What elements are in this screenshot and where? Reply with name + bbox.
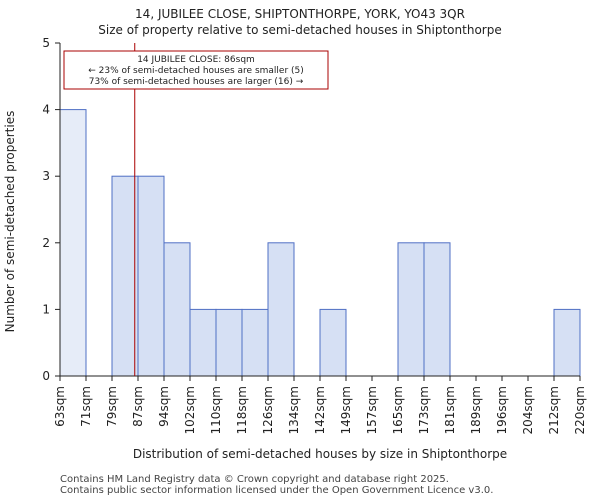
histogram-bar xyxy=(397,242,425,377)
x-tick-label: 173sqm xyxy=(417,386,431,434)
x-tick-label: 212sqm xyxy=(547,386,561,434)
histogram-bar xyxy=(59,109,87,377)
histogram-bar xyxy=(111,175,139,377)
x-tick-label: 165sqm xyxy=(391,386,405,434)
x-tick-label: 71sqm xyxy=(79,386,93,427)
histogram-bar xyxy=(137,175,165,377)
histogram-chart: 0 1 2 3 4 5 63sqm 71sqm 79sqm 87sqm 94sqm 102sqm 110… xyxy=(3,36,587,461)
y-tick-label: 5 xyxy=(42,36,50,50)
x-tick-label: 134sqm xyxy=(287,386,301,434)
x-tick-label: 102sqm xyxy=(183,386,197,434)
annotation-line-1: 14 JUBILEE CLOSE: 86sqm xyxy=(137,55,255,65)
histogram-bar xyxy=(553,308,581,377)
x-tick-label: 149sqm xyxy=(339,386,353,434)
histogram-bar xyxy=(189,308,217,377)
x-axis-title: Distribution of semi-detached houses by … xyxy=(133,447,507,461)
histogram-bar xyxy=(267,242,295,377)
histogram-bar xyxy=(423,242,451,377)
x-tick-label: 142sqm xyxy=(313,386,327,434)
footer-copyright: Contains HM Land Registry data © Crown c… xyxy=(60,474,449,485)
histogram-bar xyxy=(241,308,269,377)
x-tick-label: 118sqm xyxy=(235,386,249,434)
x-tick-label: 126sqm xyxy=(261,386,275,434)
histogram-bar xyxy=(163,242,191,377)
x-tick-label: 157sqm xyxy=(365,386,379,434)
histogram-bar xyxy=(319,308,347,377)
histogram-bar xyxy=(215,308,243,377)
y-tick-label: 1 xyxy=(42,302,50,316)
y-tick-label: 2 xyxy=(42,236,50,250)
annotation-box xyxy=(63,50,329,90)
y-axis-title: Number of semi-detached properties xyxy=(3,111,17,333)
x-tick-label: 196sqm xyxy=(495,386,509,434)
x-tick-label: 181sqm xyxy=(443,386,457,434)
x-tick-label: 110sqm xyxy=(209,386,223,434)
y-tick-label: 0 xyxy=(42,369,50,383)
y-tick-label: 4 xyxy=(42,103,50,117)
footer-licence: Contains public sector information licen… xyxy=(60,485,494,496)
x-tick-label: 189sqm xyxy=(469,386,483,434)
annotation-line-2: ← 23% of semi-detached houses are smalle… xyxy=(88,66,304,76)
x-tick-label: 94sqm xyxy=(157,386,171,427)
x-tick-label: 87sqm xyxy=(131,386,145,427)
chart-title: 14, JUBILEE CLOSE, SHIPTONTHORPE, YORK, … xyxy=(135,7,465,21)
x-tick-label: 220sqm xyxy=(573,386,587,434)
x-tick-label: 204sqm xyxy=(521,386,535,434)
annotation-line-3: 73% of semi-detached houses are larger (… xyxy=(89,77,304,87)
x-tick-label: 79sqm xyxy=(105,386,119,427)
y-tick-label: 3 xyxy=(42,169,50,183)
x-tick-label: 63sqm xyxy=(53,386,67,427)
chart-subtitle: Size of property relative to semi-detach… xyxy=(98,23,502,37)
